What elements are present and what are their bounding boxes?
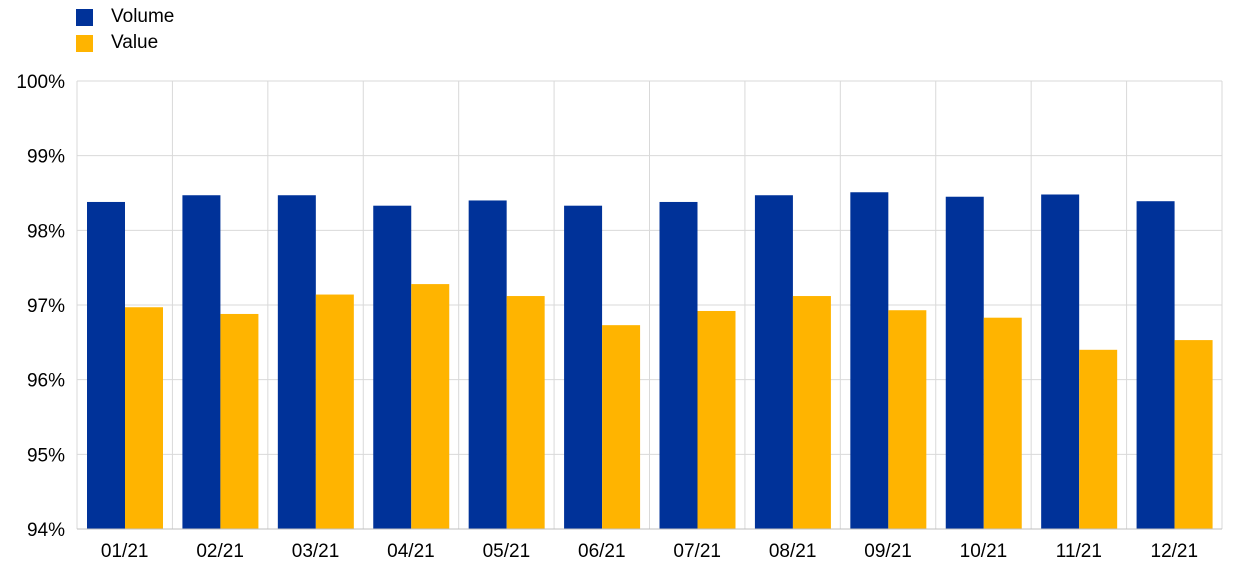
x-tick-label: 06/21 (578, 541, 626, 562)
bar-volume (754, 195, 793, 530)
x-tick-label: 12/21 (1151, 541, 1199, 562)
bar-volume (850, 192, 889, 529)
legend-swatch-value (76, 34, 93, 52)
y-tick-label: 95% (27, 445, 65, 466)
bar-value (983, 317, 1022, 529)
x-tick-label: 04/21 (387, 541, 435, 562)
bar-volume (373, 205, 412, 529)
bar-value (506, 296, 545, 529)
bar-volume (277, 195, 316, 530)
bar-value (602, 325, 641, 529)
bar-value (888, 310, 927, 529)
y-tick-label: 98% (27, 221, 65, 242)
bar-volume (564, 205, 603, 529)
y-tick-label: 97% (27, 296, 65, 317)
x-tick-label: 08/21 (769, 541, 817, 562)
bar-value (220, 313, 259, 529)
x-tick-label: 09/21 (864, 541, 912, 562)
bar-volume (659, 201, 698, 529)
y-tick-label: 96% (27, 371, 65, 392)
y-tick-label: 99% (27, 147, 65, 168)
bar-volume (87, 201, 125, 529)
legend: Volume Value (76, 4, 174, 56)
y-tick-label: 100% (16, 72, 65, 93)
bar-value (792, 296, 831, 529)
bar-value (1174, 340, 1213, 529)
legend-swatch-volume (76, 8, 93, 26)
legend-label-volume: Volume (111, 6, 175, 27)
x-tick-label: 05/21 (483, 541, 531, 562)
legend-item-volume: Volume (76, 4, 174, 30)
bar-value (1079, 349, 1118, 529)
x-tick-label: 10/21 (960, 541, 1008, 562)
x-tick-label: 11/21 (1056, 541, 1102, 562)
legend-item-value: Value (76, 30, 174, 56)
legend-label-value: Value (111, 32, 159, 53)
bar-volume (1041, 194, 1080, 529)
x-tick-label: 02/21 (196, 541, 244, 562)
x-tick-label: 07/21 (673, 541, 721, 562)
bar-volume (945, 196, 984, 529)
x-tick-label: 01/21 (101, 541, 149, 562)
bar-volume (182, 195, 221, 530)
bar-value (411, 284, 450, 529)
bar-value (697, 310, 736, 529)
x-tick-label: 03/21 (292, 541, 340, 562)
bar-value (125, 307, 163, 529)
y-tick-label: 94% (27, 520, 65, 541)
bar-value (315, 294, 354, 529)
bar-volume (468, 200, 507, 529)
bar-volume (1136, 201, 1175, 530)
